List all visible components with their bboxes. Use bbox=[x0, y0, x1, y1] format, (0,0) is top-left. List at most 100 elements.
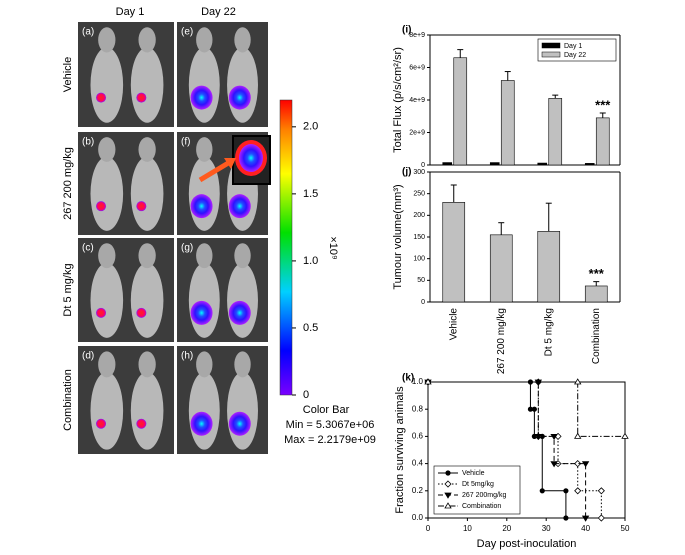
signal bbox=[190, 300, 213, 325]
mouse-head bbox=[98, 243, 116, 269]
mouse-head bbox=[234, 243, 251, 269]
panel-label: (f) bbox=[181, 137, 190, 148]
marker bbox=[563, 515, 569, 521]
y-tick-label: 8e+9 bbox=[409, 32, 425, 39]
mouse-head bbox=[138, 243, 156, 269]
row-label: Vehicle bbox=[62, 57, 74, 92]
panel-label: (j) bbox=[402, 167, 411, 178]
error-bar bbox=[498, 222, 505, 235]
signal bbox=[96, 92, 107, 103]
bar bbox=[489, 162, 500, 166]
panel-label: (d) bbox=[82, 351, 94, 362]
x-tick-label: 40 bbox=[581, 524, 590, 533]
x-tick-label: Vehicle bbox=[448, 308, 459, 341]
colorbar-title: Color Bar bbox=[303, 404, 350, 416]
marker bbox=[597, 487, 605, 495]
signal bbox=[136, 418, 147, 429]
legend-marker bbox=[445, 470, 451, 476]
y-axis-label: Total Flux (p/s/cm²/sr) bbox=[392, 47, 404, 153]
y-tick-label: 2e+9 bbox=[409, 129, 425, 136]
mouse-head bbox=[138, 27, 156, 53]
mouse-body bbox=[130, 262, 164, 338]
annotation: *** bbox=[595, 97, 611, 112]
mouse-head bbox=[196, 137, 213, 162]
signal bbox=[228, 411, 251, 436]
panel-label: (i) bbox=[402, 25, 411, 36]
signal bbox=[228, 85, 251, 110]
y-tick-label: 150 bbox=[413, 234, 425, 241]
legend-swatch bbox=[541, 51, 561, 58]
bar bbox=[442, 202, 466, 303]
x-tick-label: Dt 5 mg/kg bbox=[543, 308, 554, 356]
mouse-head bbox=[234, 351, 251, 378]
x-tick-label: 20 bbox=[502, 524, 511, 533]
legend-marker bbox=[444, 502, 452, 509]
error-bar bbox=[552, 94, 559, 99]
bar bbox=[537, 231, 561, 303]
bar bbox=[584, 163, 595, 166]
colorbar-tick-label: 0.5 bbox=[303, 322, 318, 334]
arrow bbox=[198, 159, 232, 183]
bar bbox=[584, 285, 608, 303]
signal bbox=[228, 300, 251, 325]
colorbar-tick-label: 0 bbox=[303, 389, 309, 401]
panel-label: (e) bbox=[181, 27, 193, 38]
marker bbox=[597, 514, 605, 522]
row-label: Combination bbox=[62, 369, 74, 431]
signal bbox=[96, 418, 107, 429]
x-tick-label: Combination bbox=[591, 308, 602, 364]
mouse-body bbox=[227, 47, 258, 123]
error-bar bbox=[545, 202, 552, 232]
y-axis-label: Fraction surviving animals bbox=[394, 386, 406, 514]
survival-line bbox=[428, 381, 625, 437]
panel-label: (h) bbox=[181, 351, 193, 362]
bar bbox=[453, 57, 468, 166]
signal bbox=[96, 307, 107, 318]
signal bbox=[136, 92, 147, 103]
marker bbox=[581, 515, 590, 522]
bar bbox=[595, 117, 610, 166]
legend-label: Day 1 bbox=[564, 43, 582, 50]
inset-signal bbox=[239, 144, 263, 172]
panel-label: (a) bbox=[82, 27, 94, 38]
bar bbox=[489, 234, 513, 303]
column-header: Day 1 bbox=[116, 6, 145, 18]
mouse-head bbox=[196, 351, 213, 378]
error-bar bbox=[593, 281, 600, 286]
x-tick-label: 30 bbox=[542, 524, 551, 533]
mouse-body bbox=[188, 371, 220, 450]
marker bbox=[550, 433, 558, 441]
bar bbox=[548, 98, 563, 166]
signal bbox=[96, 201, 107, 212]
signal bbox=[228, 194, 251, 219]
mouse-body bbox=[188, 262, 220, 338]
panel-label: (g) bbox=[181, 243, 193, 254]
y-tick-label: 6e+9 bbox=[409, 64, 425, 71]
marker bbox=[574, 432, 582, 439]
legend-marker bbox=[444, 492, 452, 499]
mouse-head bbox=[234, 27, 251, 53]
marker bbox=[424, 378, 432, 385]
colorbar-scale: ×10⁹ bbox=[327, 236, 339, 259]
colorbar-tick-label: 1.5 bbox=[303, 188, 318, 200]
x-axis-label: Day post-inoculation bbox=[477, 538, 577, 550]
x-tick-label: 50 bbox=[621, 524, 630, 533]
legend-label: Combination bbox=[462, 503, 501, 510]
panel-label: (k) bbox=[402, 373, 414, 384]
colorbar-tick-label: 2.0 bbox=[303, 121, 318, 133]
row-label: 267 200 mg/kg bbox=[62, 147, 74, 220]
mouse-head bbox=[196, 243, 213, 269]
mouse-body bbox=[188, 47, 220, 123]
column-header: Day 22 bbox=[201, 6, 236, 18]
mouse-head bbox=[98, 137, 116, 162]
legend-swatch bbox=[541, 42, 561, 49]
error-bar bbox=[457, 49, 464, 58]
marker bbox=[550, 461, 558, 468]
colorbar-tick-label: 1.0 bbox=[303, 255, 318, 267]
x-tick-label: 10 bbox=[463, 524, 472, 533]
mouse-body bbox=[227, 371, 258, 450]
legend-label: Vehicle bbox=[462, 470, 485, 477]
legend-label: Dt 5mg/kg bbox=[462, 481, 494, 488]
y-tick-label: 100 bbox=[413, 256, 425, 263]
